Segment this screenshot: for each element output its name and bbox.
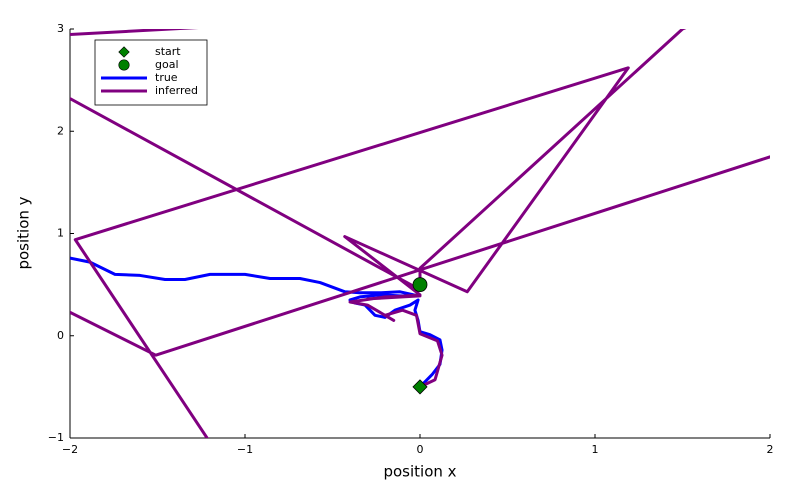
legend-label: inferred <box>155 84 198 97</box>
legend-label: true <box>155 71 178 84</box>
y-tick-label: −1 <box>48 431 64 444</box>
legend-box <box>94 39 208 106</box>
legend-marker <box>118 59 130 71</box>
x-tick-label: −1 <box>237 443 253 456</box>
legend-label: start <box>155 45 181 58</box>
y-tick-label: 1 <box>57 227 64 240</box>
legend-label: goal <box>155 58 179 71</box>
series-line <box>70 256 444 388</box>
y-tick-label: 0 <box>57 329 64 342</box>
y-tick-label: 3 <box>57 22 64 35</box>
x-tick-label: 2 <box>767 443 774 456</box>
x-axis-title: position x <box>383 463 456 481</box>
x-tick-label: 1 <box>592 443 599 456</box>
x-tick-label: 0 <box>417 443 424 456</box>
legend-marker <box>118 46 130 58</box>
y-tick-label: 2 <box>57 124 64 137</box>
marker <box>412 277 428 293</box>
marker <box>412 379 428 395</box>
plot-area <box>70 29 770 438</box>
y-axis-title: position y <box>15 196 33 269</box>
series-line <box>70 29 770 438</box>
x-tick-label: −2 <box>62 443 78 456</box>
